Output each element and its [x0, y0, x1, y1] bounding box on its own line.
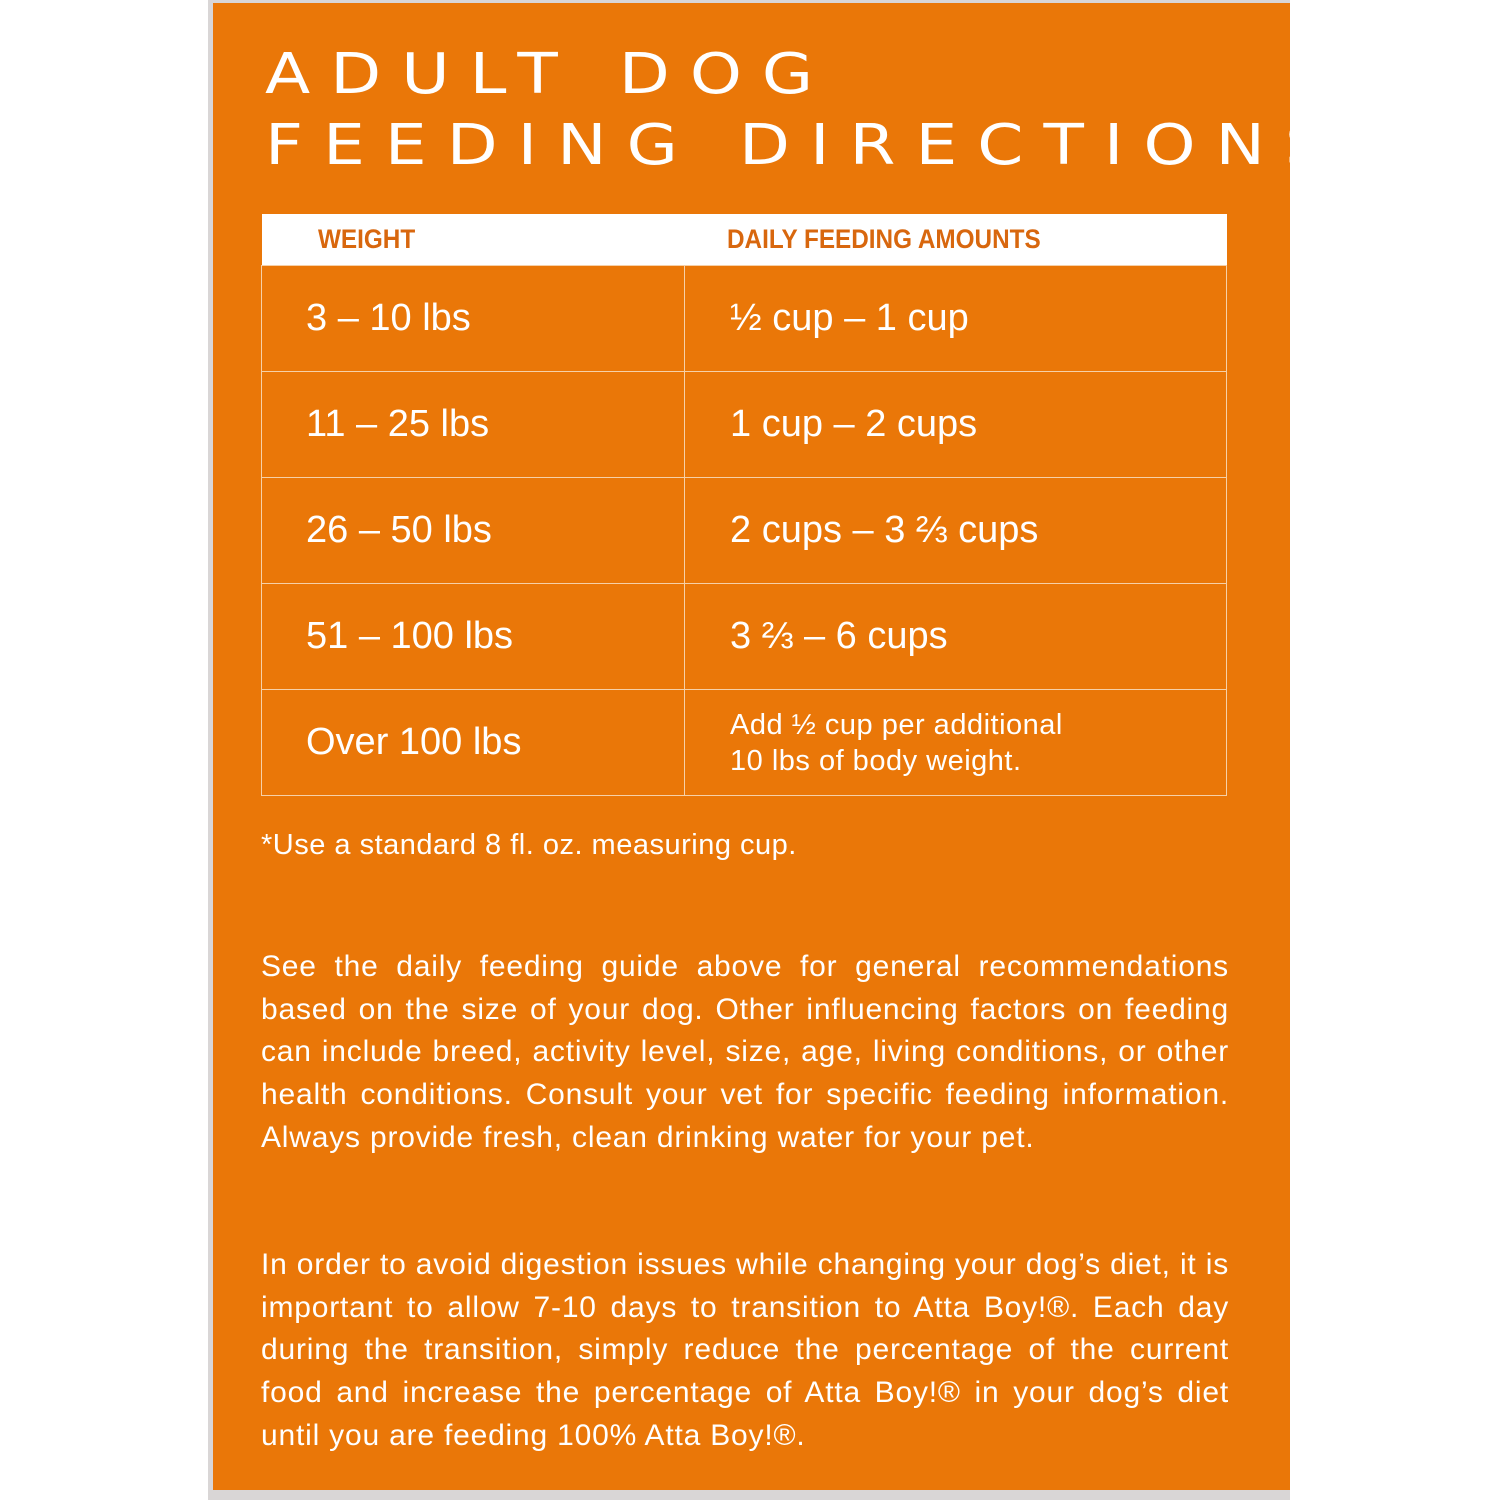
feeding-panel: ADULT DOG FEEDING DIRECTIONS WEIGHT DAIL…	[208, 0, 1327, 1500]
weight-cell: Over 100 lbs	[261, 689, 685, 796]
amount-header: DAILY FEEDING AMOUNTS	[684, 214, 1227, 266]
feeding-guide-paragraph: See the daily feeding guide above for ge…	[261, 950, 1229, 1154]
table-row: 26 – 50 lbs 2 cups – 3 ⅔ cups	[261, 477, 1227, 584]
title-line-1: ADULT DOG	[265, 42, 834, 107]
measuring-note: *Use a standard 8 fl. oz. measuring cup.	[261, 829, 797, 861]
table-row: Over 100 lbs Add ½ cup per additional 10…	[261, 689, 1227, 796]
amount-cell: 3 ⅔ – 6 cups	[684, 583, 1227, 690]
table-row: 11 – 25 lbs 1 cup – 2 cups	[261, 371, 1227, 478]
transition-paragraph: In order to avoid digestion issues while…	[261, 1248, 1229, 1452]
amount-cell: ½ cup – 1 cup	[684, 265, 1227, 372]
amount-cell: 1 cup – 2 cups	[684, 371, 1227, 478]
weight-cell: 11 – 25 lbs	[261, 371, 685, 478]
orange-card: ADULT DOG FEEDING DIRECTIONS WEIGHT DAIL…	[213, 3, 1327, 1490]
amount-line-1: Add ½ cup per additional	[730, 708, 1063, 741]
weight-cell: 3 – 10 lbs	[261, 265, 685, 372]
table-header-row: WEIGHT DAILY FEEDING AMOUNTS	[261, 214, 1227, 266]
table-row: 3 – 10 lbs ½ cup – 1 cup	[261, 265, 1227, 372]
amount-cell: 2 cups – 3 ⅔ cups	[684, 477, 1227, 584]
title-line-2: FEEDING DIRECTIONS	[265, 113, 1348, 178]
table-row: 51 – 100 lbs 3 ⅔ – 6 cups	[261, 583, 1227, 690]
amount-cell: Add ½ cup per additional 10 lbs of body …	[684, 689, 1227, 796]
weight-header: WEIGHT	[261, 214, 685, 266]
weight-cell: 26 – 50 lbs	[261, 477, 685, 584]
feeding-table: WEIGHT DAILY FEEDING AMOUNTS 3 – 10 lbs …	[261, 214, 1227, 796]
weight-cell: 51 – 100 lbs	[261, 583, 685, 690]
amount-line-2: 10 lbs of body weight.	[730, 744, 1022, 777]
